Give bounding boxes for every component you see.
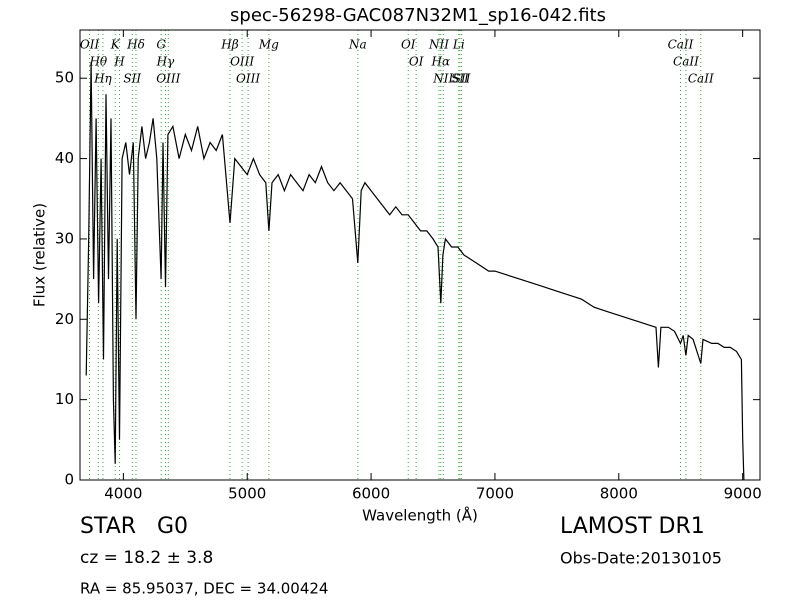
feature-label: OI [401,38,416,52]
x-tick-label: 9000 [724,485,762,503]
feature-label: CaII [668,38,694,52]
subclass-label: G0 [157,514,188,539]
x-tick-label: 4000 [104,485,142,503]
x-tick-label: 5000 [228,485,266,503]
feature-label: H [113,55,125,69]
feature-label: Hδ [126,38,145,52]
feature-label: Li [452,38,465,52]
feature-label: CaII [688,72,714,86]
feature-label: G [156,38,166,52]
x-tick-label: 6000 [352,485,390,503]
survey-label: LAMOST DR1 [560,514,705,539]
feature-label: Hη [93,72,112,86]
x-tick-label: 8000 [600,485,638,503]
spectrum-line [85,62,745,481]
feature-label: OII [80,38,100,52]
feature-label: Hβ [220,38,238,52]
feature-label: Hγ [156,55,175,69]
feature-label: OIII [236,72,260,86]
y-tick-label: 10 [55,390,74,408]
feature-label: Mg [258,38,279,52]
x-axis-label: Wavelength (Å) [362,506,478,525]
chart-title: spec-56298-GAC087N32M1_sp16-042.fits [230,5,606,26]
feature-label: Na [348,38,367,52]
class-label: STAR [80,514,136,539]
feature-label: K [110,38,121,52]
plot-frame [79,29,761,481]
x-tick-label: 7000 [476,485,514,503]
y-tick-label: 20 [55,310,74,328]
feature-label: OIII [230,55,254,69]
position-label: RA = 85.95037, DEC = 34.00424 [80,580,328,598]
y-tick-label: 50 [55,69,74,87]
feature-label: CaII [673,55,699,69]
y-axis-label: Flux (relative) [31,203,49,307]
feature-label: OI [409,55,424,69]
feature-label: OIII [156,72,180,86]
redshift-label: cz = 18.2 ± 3.8 [80,548,213,568]
feature-label: SII [123,72,141,86]
feature-label: NII [432,72,453,86]
feature-label: NII [428,38,449,52]
y-tick-label: 30 [55,229,74,247]
obs-date-label: Obs-Date:20130105 [560,549,722,568]
feature-label: SII [451,72,469,86]
feature-label: Hα [431,55,451,69]
y-tick-label: 0 [64,471,74,489]
y-tick-label: 40 [55,149,74,167]
feature-label: SII [453,72,471,86]
